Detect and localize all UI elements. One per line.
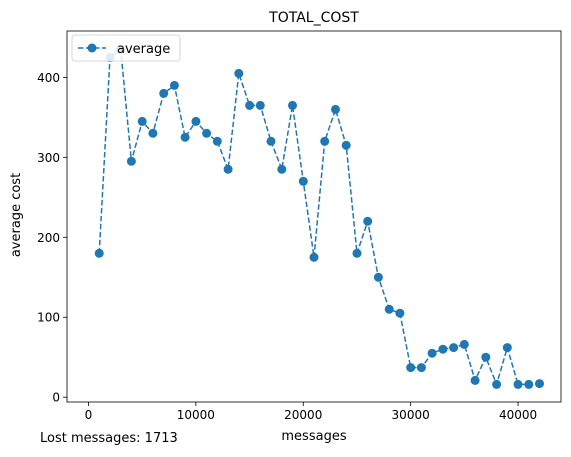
lost-messages-note: Lost messages: 1713 [40,431,178,446]
x-tick-label: 0 [85,408,93,422]
data-point [137,116,147,126]
data-point [373,272,383,282]
data-point [363,216,373,226]
legend-label: average [117,42,170,57]
data-point [159,88,169,98]
data-point [245,100,255,110]
x-tick-label: 10000 [177,408,215,422]
y-tick-label: 300 [37,151,60,165]
data-point [352,248,362,258]
data-point [169,80,179,90]
data-point [406,363,416,373]
data-point [266,136,276,146]
legend-box [71,34,181,62]
y-tick-label: 0 [52,391,60,405]
series-line-average [98,48,540,387]
y-axis-label: average cost [9,173,24,257]
y-tick-label: 100 [37,311,60,325]
data-point [320,136,330,146]
data-point [331,104,340,114]
data-point [470,375,480,385]
data-point [94,248,104,258]
data-point [524,379,534,389]
data-point [223,164,233,174]
y-tick-label: 200 [37,231,60,245]
data-point [416,363,426,373]
data-point [384,304,394,314]
data-point [481,352,491,362]
chart-title: TOTAL_COST [268,10,359,26]
x-tick-label: 30000 [392,408,430,422]
data-point [277,164,287,174]
x-tick-label: 40000 [499,408,537,422]
legend: average [71,34,181,62]
data-point [212,136,222,146]
data-point [513,379,523,389]
data-point [341,140,351,150]
data-point [191,116,201,126]
data-point [202,128,212,138]
data-point [309,252,319,262]
data-point [492,379,502,389]
data-point [255,100,265,110]
data-point [126,156,136,166]
data-point [288,100,297,110]
data-point [502,343,512,353]
data-point [535,379,544,389]
data-point [395,308,405,318]
x-tick-label: 20000 [284,408,322,422]
data-point [459,339,469,349]
plot-area [94,44,544,389]
data-point [438,344,448,354]
data-point [148,128,158,138]
y-axis: 0 100 200 300 400 [37,71,67,405]
data-point [449,343,459,353]
data-point [427,348,437,358]
legend-marker [87,43,97,53]
x-axis-label: messages [281,429,346,444]
data-point [180,132,190,142]
x-axis: 0 10000 20000 30000 40000 [85,402,537,422]
data-point [234,68,244,78]
data-point [298,176,308,186]
y-tick-label: 400 [37,71,60,85]
plot-frame [66,30,562,403]
